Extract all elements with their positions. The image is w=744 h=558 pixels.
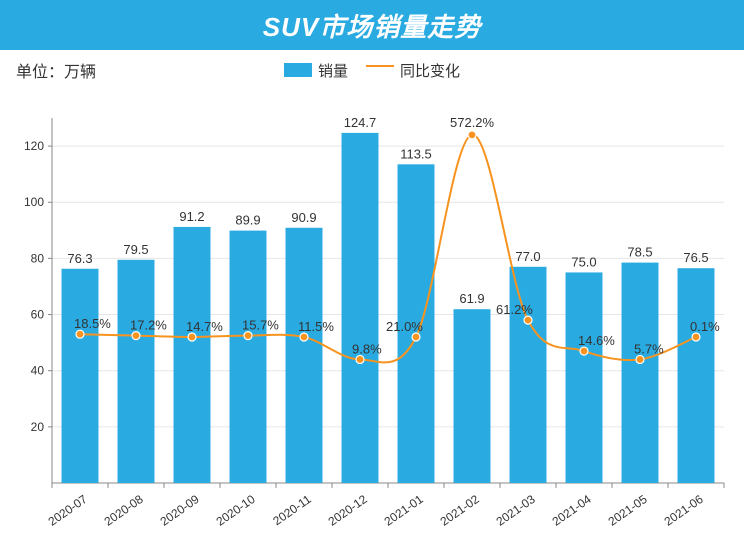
pct-label: 61.2% <box>496 302 533 317</box>
chart-title: SUV市场销量走势 <box>263 7 481 44</box>
legend: 销量 同比变化 <box>284 60 460 81</box>
bar <box>342 133 379 483</box>
legend-line-swatch <box>366 65 394 67</box>
bar-value-label: 61.9 <box>459 291 484 306</box>
bar-value-label: 76.5 <box>683 250 708 265</box>
x-axis-label: 2021-06 <box>662 492 706 529</box>
svg-text:120: 120 <box>24 139 44 153</box>
pct-label: 14.6% <box>578 333 615 348</box>
legend-line-label: 同比变化 <box>400 60 460 81</box>
bar <box>230 231 267 483</box>
bar-value-label: 75.0 <box>571 254 596 269</box>
svg-text:20: 20 <box>31 420 45 434</box>
bar-value-label: 79.5 <box>123 242 148 257</box>
line-marker <box>692 333 700 341</box>
pct-label: 14.7% <box>186 319 223 334</box>
line-marker <box>580 347 588 355</box>
pct-label: 21.0% <box>386 319 423 334</box>
chart-container: SUV市场销量走势 单位：万辆 销量 同比变化 20 40 60 80 100 120 76… <box>0 0 744 558</box>
bar <box>622 263 659 483</box>
title-band: SUV市场销量走势 <box>0 0 744 50</box>
bar-value-label: 77.0 <box>515 249 540 264</box>
bar-value-label: 113.5 <box>400 146 432 161</box>
legend-bar-swatch <box>284 63 312 77</box>
bar <box>62 269 99 483</box>
bar <box>286 228 323 483</box>
bar-value-label: 91.2 <box>179 209 204 224</box>
x-axis-label: 2021-03 <box>494 492 538 529</box>
bar <box>454 309 491 483</box>
x-axis-label: 2021-05 <box>606 492 650 529</box>
svg-text:40: 40 <box>31 364 45 378</box>
x-axis-label: 2020-12 <box>326 492 370 529</box>
line-marker <box>244 332 252 340</box>
line-marker <box>76 330 84 338</box>
pct-label: 18.5% <box>74 316 111 331</box>
pct-label: 15.7% <box>242 318 279 333</box>
bar-value-label: 90.9 <box>291 210 316 225</box>
line-marker <box>412 333 420 341</box>
line-marker <box>356 355 364 363</box>
chart-svg: 20 40 60 80 100 120 76.3 79.5 91.2 89.9 90.9 124.7 1… <box>0 98 744 558</box>
x-axis-label: 2021-04 <box>550 492 594 529</box>
line-marker <box>188 333 196 341</box>
chart-area: 20 40 60 80 100 120 76.3 79.5 91.2 89.9 90.9 124.7 1… <box>0 98 744 558</box>
unit-label: 单位：万辆 <box>16 58 96 82</box>
line-marker <box>300 333 308 341</box>
pct-label: 17.2% <box>130 318 167 333</box>
pct-label: 0.1% <box>690 319 720 334</box>
bar-value-label: 124.7 <box>344 115 377 130</box>
svg-text:100: 100 <box>24 195 44 209</box>
bar <box>510 267 547 483</box>
x-axis-label: 2020-08 <box>102 492 146 529</box>
bar-value-label: 89.9 <box>235 213 260 228</box>
x-axis-label: 2021-02 <box>438 492 482 529</box>
x-axis-label: 2021-01 <box>382 492 426 529</box>
bar <box>678 268 715 483</box>
legend-bar-label: 销量 <box>318 60 348 81</box>
svg-text:60: 60 <box>31 308 45 322</box>
x-axis-label: 2020-09 <box>158 492 202 529</box>
svg-text:80: 80 <box>31 251 45 265</box>
line-marker <box>636 355 644 363</box>
subtitle-row: 单位：万辆 销量 同比变化 <box>0 50 744 90</box>
line-marker <box>468 131 476 139</box>
bar-value-label: 76.3 <box>67 251 92 266</box>
bar <box>566 272 603 483</box>
pct-label: 5.7% <box>634 341 664 356</box>
pct-label: 9.8% <box>352 341 382 356</box>
x-axis-label: 2020-07 <box>46 492 90 529</box>
line-marker <box>524 316 532 324</box>
bar <box>118 260 155 483</box>
pct-label: 572.2% <box>450 115 495 130</box>
line-marker <box>132 332 140 340</box>
bar <box>174 227 211 483</box>
x-axis-label: 2020-11 <box>270 492 314 528</box>
bar-value-label: 78.5 <box>627 245 652 260</box>
pct-label: 11.5% <box>298 319 334 334</box>
x-axis-label: 2020-10 <box>214 492 258 529</box>
